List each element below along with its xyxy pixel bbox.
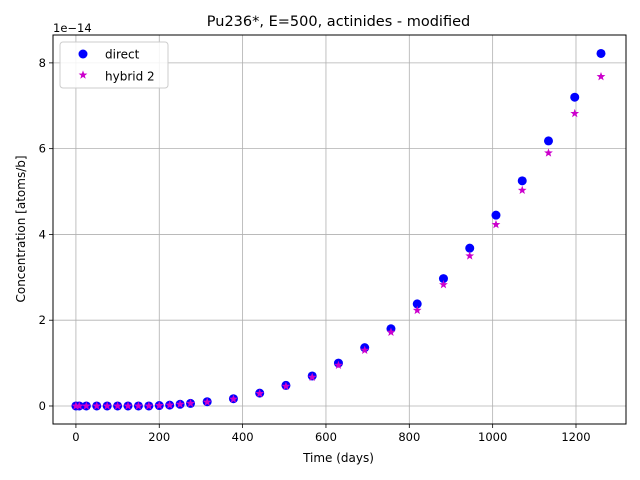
y-tick-label: 8 (39, 56, 46, 70)
data-point-hybrid-2 (202, 397, 212, 406)
data-point-hybrid-2 (465, 251, 475, 260)
data-point-direct (438, 274, 448, 284)
data-point-hybrid-2 (74, 401, 84, 410)
data-point-hybrid-2 (186, 398, 195, 408)
data-point-hybrid-2 (307, 372, 317, 381)
data-point-hybrid-2 (491, 219, 501, 229)
data-point-hybrid-2 (439, 280, 448, 289)
y-tick-label: 6 (39, 142, 46, 156)
chart-title: Pu236*, E=500, actinides - modified (207, 14, 470, 30)
legend-marker-direct (78, 49, 88, 59)
y-tick-label: 2 (39, 313, 46, 327)
data-point-hybrid-2 (102, 401, 112, 410)
data-point-hybrid-2 (229, 394, 238, 403)
data-point-hybrid-2 (334, 360, 343, 369)
data-points (71, 48, 606, 411)
data-point-hybrid-2 (81, 401, 91, 410)
x-tick-label: 600 (315, 430, 337, 444)
data-point-direct (543, 136, 553, 146)
data-point-hybrid-2 (596, 72, 606, 81)
data-point-hybrid-2 (165, 400, 175, 409)
data-point-hybrid-2 (134, 401, 143, 410)
data-point-direct (491, 210, 501, 220)
data-point-direct (517, 176, 527, 186)
data-point-hybrid-2 (113, 401, 122, 410)
y-tick-label: 4 (39, 227, 46, 241)
data-point-hybrid-2 (71, 401, 81, 410)
data-point-hybrid-2 (92, 401, 102, 410)
data-point-direct (412, 299, 422, 309)
data-point-hybrid-2 (570, 108, 580, 118)
data-point-direct (596, 48, 606, 58)
x-tick-label: 800 (398, 430, 420, 444)
x-axis-label: Time (days) (302, 451, 374, 465)
data-point-hybrid-2 (175, 399, 185, 408)
legend-label-hybrid-2: hybrid 2 (105, 70, 155, 84)
axis-ticks: 0 200 400 600 800 1000 1200 0 2 4 6 8 (39, 56, 591, 444)
x-tick-label: 400 (232, 430, 254, 444)
data-point-direct (570, 92, 580, 102)
x-tick-label: 1200 (561, 430, 590, 444)
y-offset-label: 1e−14 (53, 21, 92, 35)
x-tick-label: 200 (148, 430, 170, 444)
x-tick-label: 1000 (478, 430, 507, 444)
y-tick-label: 0 (39, 399, 46, 413)
data-point-hybrid-2 (544, 148, 553, 157)
data-point-hybrid-2 (255, 388, 265, 398)
data-point-hybrid-2 (144, 401, 154, 410)
y-axis-label: Concentration [atoms/b] (14, 155, 28, 302)
data-point-hybrid-2 (517, 185, 527, 194)
data-point-hybrid-2 (281, 381, 291, 390)
data-point-hybrid-2 (154, 400, 164, 410)
legend: direct hybrid 2 (59, 41, 169, 89)
plot-frame (52, 34, 627, 425)
data-point-hybrid-2 (123, 401, 133, 410)
data-point-hybrid-2 (360, 345, 370, 354)
legend-marker-hybrid-2 (78, 70, 88, 79)
data-point-hybrid-2 (386, 327, 396, 336)
data-point-hybrid-2 (412, 305, 422, 315)
legend-label-direct: direct (105, 48, 140, 62)
data-point-direct (465, 243, 475, 253)
x-tick-label: 0 (72, 430, 79, 444)
